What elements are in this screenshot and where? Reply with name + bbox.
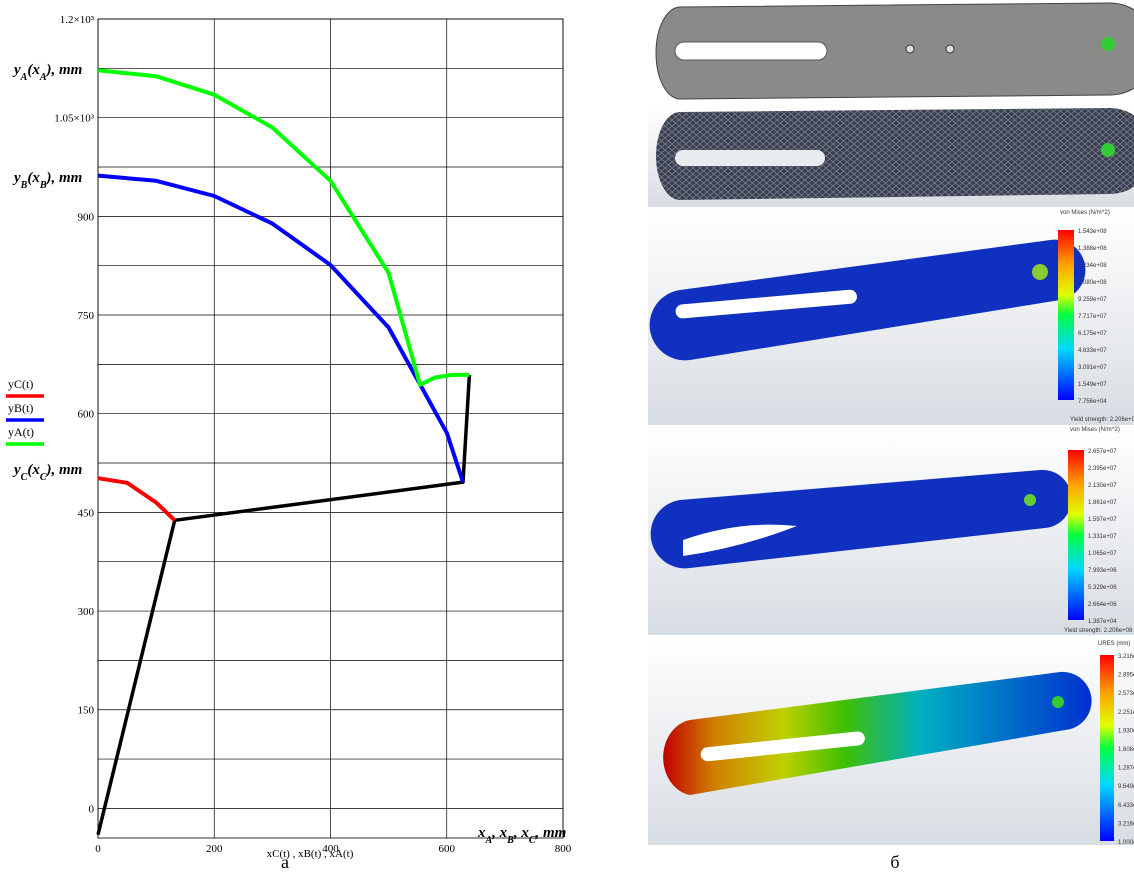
- axis-title: yA(xA), mm: [12, 62, 82, 83]
- colorbar-label: 7.756e+04: [1078, 399, 1107, 405]
- slot: [675, 42, 827, 60]
- colorbar-label: 1.065e+07: [1088, 551, 1117, 557]
- x-axis-label: xC(t) , xB(t) , xA(t): [267, 848, 354, 860]
- colorbar-label: 1.608e+01: [1118, 747, 1134, 753]
- legend-label: yC(t): [8, 377, 33, 391]
- colorbar-label: 7.717e+07: [1078, 314, 1107, 320]
- axis-title: xA, xB, xC, mm: [477, 825, 566, 846]
- colorbar-title: von Mises (N/m^2): [1060, 210, 1110, 216]
- colorbar-label: 1.549e+07: [1078, 382, 1107, 388]
- colorbar-label: 1.388e+08: [1078, 246, 1107, 252]
- colorbar-label: 2.895e+01: [1118, 673, 1134, 679]
- caption: б: [890, 852, 899, 872]
- axis-title-part: y: [12, 62, 21, 78]
- y-tick-label: 1.2×10³: [60, 14, 95, 26]
- colorbar: [1068, 450, 1084, 620]
- y-tick-label: 450: [78, 507, 95, 519]
- colorbar-footer: Yield strength: 2.206e+08: [1064, 628, 1133, 634]
- y-tick-label: 150: [78, 705, 95, 717]
- series-line: [98, 478, 175, 520]
- x-tick-label: 600: [439, 843, 456, 855]
- y-tick-label: 900: [78, 211, 95, 223]
- colorbar-title: von Mises (N/m^2): [1070, 427, 1120, 433]
- colorbar-label: 1.080e+08: [1078, 280, 1107, 286]
- mechanism-line: [98, 375, 469, 835]
- figure: 01503004506007509001.05×10³1.2×10³020040…: [0, 0, 1134, 878]
- x-tick-label: 200: [206, 843, 223, 855]
- hotspot: [1032, 264, 1048, 280]
- colorbar-label: 2.664e+06: [1088, 602, 1117, 608]
- colorbar-label: 9.259e+07: [1078, 297, 1107, 303]
- legend-label: yA(t): [8, 425, 34, 439]
- x-tick-label: 800: [555, 843, 572, 855]
- axis-title-part: y: [12, 462, 21, 478]
- fixture: [1052, 696, 1064, 708]
- axis-title: yB(xB), mm: [12, 170, 82, 191]
- axis-title-part: , x: [491, 825, 508, 841]
- hole: [906, 45, 914, 53]
- colorbar-label: 1.861e+07: [1088, 500, 1117, 506]
- colorbar: [1058, 230, 1074, 400]
- axis-title-part: (x: [27, 462, 40, 478]
- fixture: [1101, 37, 1115, 51]
- axis-title-part: ), mm: [45, 62, 83, 78]
- y-tick-label: 300: [78, 606, 95, 618]
- axis-title-part: , x: [513, 825, 530, 841]
- y-tick-label: 750: [78, 310, 95, 322]
- caption: а: [281, 852, 289, 872]
- fea-images: [648, 0, 1134, 845]
- axis-title-part: ), mm: [45, 462, 83, 478]
- colorbar-label: 5.329e+06: [1088, 585, 1117, 591]
- colorbar-label: 2.573e+01: [1118, 691, 1134, 697]
- colorbar-label: 1.597e+07: [1088, 517, 1117, 523]
- colorbar-label: 3.216e+00: [1118, 821, 1134, 827]
- hotspot: [1024, 494, 1036, 506]
- axis-title-part: , mm: [535, 825, 567, 841]
- colorbar-label: 6.433e+00: [1118, 803, 1134, 809]
- colorbar-label: 1.331e+07: [1088, 534, 1117, 540]
- colorbar-label: 1.000e-30: [1118, 840, 1134, 846]
- axis-title-part: (x: [27, 62, 40, 78]
- colorbar-label: 2.395e+07: [1088, 466, 1117, 472]
- colorbar: [1100, 655, 1114, 841]
- y-tick-label: 0: [89, 803, 95, 815]
- colorbar-label: 9.649e+00: [1118, 784, 1134, 790]
- colorbar-label: 6.175e+07: [1078, 331, 1107, 337]
- colorbar-label: 2.657e+07: [1088, 449, 1117, 455]
- legend-label: yB(t): [8, 401, 33, 415]
- hole: [946, 45, 954, 53]
- series-line: [98, 176, 463, 483]
- colorbar-label: 1.287e+01: [1118, 766, 1134, 772]
- y-tick-label: 1.05×10³: [54, 113, 94, 125]
- axis-title-part: y: [12, 170, 21, 186]
- colorbar-label: 2.251e+01: [1118, 710, 1134, 716]
- y-tick-label: 600: [78, 409, 95, 421]
- colorbar-label: 2.130e+07: [1088, 483, 1117, 489]
- axis-title: yC(xC), mm: [12, 462, 82, 483]
- colorbar-label: 3.091e+07: [1078, 365, 1107, 371]
- colorbar-label: 4.633e+07: [1078, 348, 1107, 354]
- colorbar-label: 3.216e+01: [1118, 654, 1134, 660]
- axis-title-part: (x: [27, 170, 40, 186]
- colorbar-label: 7.993e+06: [1088, 568, 1117, 574]
- colorbar-label: 1.387e+04: [1088, 619, 1117, 625]
- colorbar-label: 1.234e+08: [1078, 263, 1107, 269]
- colorbar-label: 1.930e+01: [1118, 728, 1134, 734]
- fixture: [1101, 143, 1115, 157]
- x-tick-label: 0: [95, 843, 101, 855]
- slot: [675, 150, 825, 166]
- colorbar-title: URES (mm): [1098, 641, 1130, 647]
- colorbar-footer: Yield strength: 2.206e+08: [1070, 417, 1134, 423]
- axis-title-part: ), mm: [45, 170, 83, 186]
- colorbar-label: 1.543e+08: [1078, 229, 1107, 235]
